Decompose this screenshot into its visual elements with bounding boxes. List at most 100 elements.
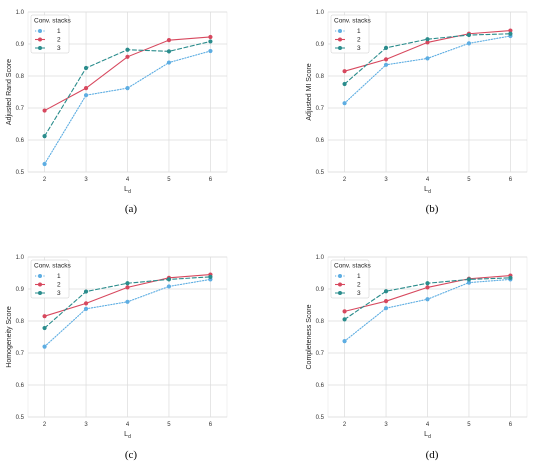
- legend-marker: [38, 274, 42, 278]
- legend-entry: 1: [357, 28, 361, 35]
- x-tick-label: 4: [426, 177, 430, 183]
- y-tick-label: 0.6: [316, 383, 325, 389]
- data-point: [42, 161, 47, 167]
- legend-entry: 2: [57, 282, 61, 289]
- y-axis-label: Completeness Score: [306, 304, 313, 369]
- y-tick-label: 0.7: [316, 351, 325, 357]
- data-point: [83, 301, 89, 306]
- data-point: [508, 28, 513, 33]
- data-point: [208, 48, 213, 54]
- legend-marker: [338, 29, 342, 33]
- legend-entry: 1: [57, 28, 61, 35]
- y-tick-label: 1.0: [16, 10, 25, 16]
- legend-marker: [38, 29, 42, 33]
- y-tick-label: 0.8: [16, 319, 25, 325]
- x-tick-label: 2: [43, 422, 47, 428]
- legend-marker: [338, 291, 342, 295]
- y-tick-label: 0.5: [316, 415, 325, 421]
- y-tick-label: 0.9: [16, 287, 25, 293]
- y-tick-label: 0.6: [16, 138, 25, 144]
- data-point: [125, 285, 130, 290]
- data-point: [342, 339, 347, 344]
- data-point: [42, 344, 47, 349]
- data-point: [42, 325, 47, 331]
- legend-entry: 3: [357, 290, 361, 297]
- legend-box: [330, 259, 370, 299]
- y-tick-label: 1.0: [16, 255, 25, 261]
- data-point: [383, 289, 389, 294]
- y-tick-label: 0.6: [316, 138, 325, 144]
- x-tick-label: 4: [126, 177, 130, 183]
- legend-entry: 3: [57, 45, 61, 52]
- legend-entry: 3: [57, 290, 61, 297]
- data-point: [166, 60, 172, 65]
- data-point: [383, 57, 389, 62]
- x-tick-label: 5: [467, 177, 471, 183]
- y-tick-label: 0.8: [316, 74, 325, 80]
- x-tick-label: 3: [84, 177, 88, 183]
- data-point: [125, 281, 130, 286]
- data-point: [425, 281, 430, 286]
- data-point: [83, 65, 89, 71]
- data-point: [125, 54, 130, 59]
- data-point: [342, 101, 347, 106]
- y-tick-label: 0.6: [16, 383, 25, 389]
- legend-entry: 2: [357, 282, 361, 289]
- legend-entry: 3: [357, 45, 361, 52]
- data-point: [383, 62, 389, 67]
- y-axis-label: Adjusted Rand Score: [6, 59, 13, 125]
- data-point: [42, 134, 47, 139]
- data-point: [466, 280, 472, 285]
- x-tick-label: 6: [509, 422, 513, 428]
- x-axis-label: Ld: [424, 431, 431, 440]
- data-point: [125, 86, 130, 91]
- y-tick-label: 0.7: [316, 106, 325, 112]
- y-tick-label: 1.0: [316, 255, 325, 261]
- panel-a-label: (a): [125, 203, 138, 215]
- data-point: [342, 309, 347, 314]
- legend: Conv. stacks 1 23: [30, 259, 71, 299]
- x-tick-label: 6: [209, 177, 213, 183]
- data-point: [383, 306, 389, 311]
- data-point: [166, 284, 172, 289]
- data-point: [166, 277, 172, 282]
- y-tick-label: 0.7: [16, 351, 25, 357]
- data-point: [208, 39, 213, 44]
- x-tick-label: 5: [167, 422, 171, 428]
- legend-title: Conv. stacks: [334, 18, 371, 25]
- y-axis-label: Homogeneity Score: [6, 306, 13, 368]
- legend-title: Conv. stacks: [334, 263, 371, 270]
- legend-marker: [338, 37, 342, 42]
- legend-entry: 2: [57, 37, 61, 44]
- y-tick-label: 0.9: [316, 287, 325, 293]
- legend: Conv. stacks 1 23: [30, 14, 71, 54]
- x-tick-label: 5: [167, 177, 171, 183]
- legend-box: [330, 14, 370, 54]
- legend-marker: [338, 282, 342, 287]
- legend-marker: [338, 274, 342, 278]
- legend-entry: 1: [57, 273, 61, 280]
- data-point: [83, 86, 89, 91]
- y-tick-label: 0.5: [316, 170, 325, 176]
- y-tick-label: 0.5: [16, 170, 25, 176]
- series-line-1: [44, 50, 211, 165]
- data-point: [342, 317, 347, 322]
- x-axis-label: Ld: [424, 186, 431, 195]
- data-point: [466, 41, 472, 46]
- data-point: [166, 49, 172, 54]
- legend: Conv. stacks 1 23: [330, 14, 371, 54]
- legend-entry: 1: [357, 273, 361, 280]
- data-point: [42, 108, 47, 113]
- y-tick-label: 0.8: [316, 319, 325, 325]
- y-tick-label: 1.0: [316, 10, 325, 16]
- x-tick-label: 2: [343, 177, 347, 183]
- panel-d-label: (d): [426, 449, 439, 461]
- y-tick-label: 0.9: [316, 42, 325, 48]
- data-point: [342, 81, 347, 87]
- legend-box: [30, 14, 70, 54]
- data-point: [425, 56, 430, 61]
- data-point: [383, 45, 389, 50]
- x-tick-label: 6: [509, 177, 513, 183]
- data-point: [83, 93, 89, 98]
